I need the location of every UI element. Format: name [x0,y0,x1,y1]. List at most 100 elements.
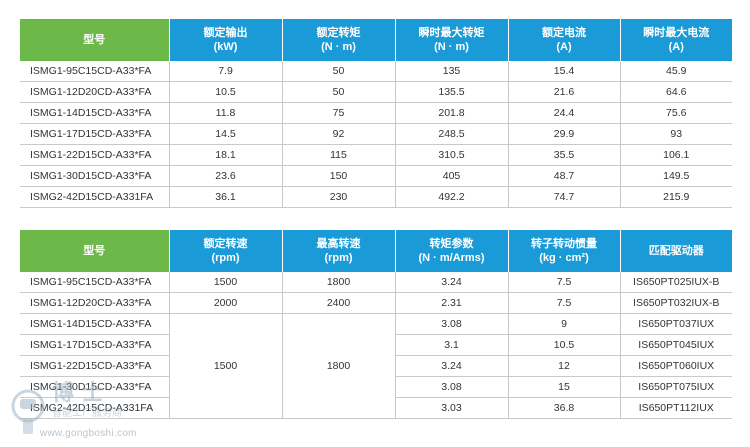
cell-rated-output: 7.9 [169,61,283,82]
table-row: ISMG1-14D15CD-A33*FA 11.8 75 201.8 24.4 … [20,102,732,124]
cell-model: ISMG1-22D15CD-A33*FA [20,355,170,377]
cell-matching-drive: IS650PT032IUX-B [620,292,732,314]
cell-rated-current: 29.9 [508,123,621,145]
cell-rated-current: 15.4 [508,61,621,82]
cell-peak-current: 64.6 [620,81,732,103]
cell-max-speed-merged: 1800 [282,313,396,419]
table-row: ISMG1-30D15CD-A33*FA 23.6 150 405 48.7 1… [20,165,732,187]
header-rated-current: 额定电流 (A) [508,19,621,61]
cell-rated-current: 35.5 [508,144,621,166]
cell-model: ISMG1-12D20CD-A33*FA [20,292,170,314]
cell-rotor-inertia: 15 [508,376,621,398]
cell-max-speed: 2400 [282,292,396,314]
table-row: ISMG2-42D15CD-A331FA 36.1 230 492.2 74.7… [20,186,732,208]
cell-rotor-inertia: 7.5 [508,292,621,314]
header-matching-drive: 匹配驱动器 [620,230,732,272]
cell-model: ISMG2-42D15CD-A331FA [20,186,170,208]
table-row: ISMG1-95C15CD-A33*FA 1500 1800 3.24 7.5 … [20,272,732,293]
table-row: ISMG1-95C15CD-A33*FA 7.9 50 135 15.4 45.… [20,61,732,82]
cell-peak-current: 215.9 [620,186,732,208]
cell-peak-torque: 492.2 [395,186,509,208]
cell-peak-torque: 405 [395,165,509,187]
mechanical-spec-table: 型号 额定转速 (rpm) 最高转速 (rpm) 转矩参数 (N · m/Arms) … [20,230,732,419]
cell-peak-current: 75.6 [620,102,732,124]
cell-torque-param: 3.03 [395,397,509,419]
header-model: 型号 [20,19,170,61]
cell-max-speed: 1800 [282,272,396,293]
header-model: 型号 [20,230,170,272]
cell-model: ISMG1-95C15CD-A33*FA [20,272,170,293]
electrical-spec-header-row: 型号 额定输出 (kW) 额定转矩 (N · m) 瞬时最大转矩 (N · m) 额定… [20,19,732,61]
cell-peak-current: 149.5 [620,165,732,187]
cell-torque-param: 3.08 [395,313,509,335]
table-row: ISMG1-12D20CD-A33*FA 2000 2400 2.31 7.5 … [20,292,732,314]
cell-peak-torque: 201.8 [395,102,509,124]
cell-model: ISMG1-30D15CD-A33*FA [20,376,170,398]
header-torque-param: 转矩参数 (N · m/Arms) [395,230,509,272]
cell-rated-speed-merged: 1500 [169,313,283,419]
table-row: ISMG1-22D15CD-A33*FA 3.24 12 IS650PT060I… [20,355,732,377]
cell-matching-drive: IS650PT075IUX [620,376,732,398]
cell-matching-drive: IS650PT112IUX [620,397,732,419]
cell-rated-output: 23.6 [169,165,283,187]
cell-rotor-inertia: 36.8 [508,397,621,419]
cell-peak-current: 45.9 [620,61,732,82]
header-max-speed: 最高转速 (rpm) [282,230,396,272]
cell-rated-torque: 75 [282,102,396,124]
cell-rated-current: 21.6 [508,81,621,103]
cell-rated-torque: 230 [282,186,396,208]
cell-torque-param: 3.1 [395,334,509,356]
cell-model: ISMG1-14D15CD-A33*FA [20,102,170,124]
cell-rated-torque: 150 [282,165,396,187]
cell-rated-torque: 50 [282,81,396,103]
cell-torque-param: 3.08 [395,376,509,398]
cell-model: ISMG1-12D20CD-A33*FA [20,81,170,103]
cell-peak-torque: 310.5 [395,144,509,166]
header-peak-torque: 瞬时最大转矩 (N · m) [395,19,509,61]
cell-model: ISMG1-30D15CD-A33*FA [20,165,170,187]
cell-model: ISMG2-42D15CD-A331FA [20,397,170,419]
cell-model: ISMG1-22D15CD-A33*FA [20,144,170,166]
cell-model: ISMG1-95C15CD-A33*FA [20,61,170,82]
cell-rated-speed: 2000 [169,292,283,314]
cell-peak-current: 106.1 [620,144,732,166]
cell-peak-torque: 135 [395,61,509,82]
header-peak-current: 瞬时最大电流 (A) [620,19,732,61]
header-rated-output: 额定输出 (kW) [169,19,283,61]
cell-rated-output: 14.5 [169,123,283,145]
cell-matching-drive: IS650PT025IUX-B [620,272,732,293]
cell-peak-current: 93 [620,123,732,145]
table-row: ISMG1-17D15CD-A33*FA 3.1 10.5 IS650PT045… [20,334,732,356]
cell-matching-drive: IS650PT037IUX [620,313,732,335]
cell-peak-torque: 248.5 [395,123,509,145]
header-rotor-inertia: 转子转动惯量 (kg · cm²) [508,230,621,272]
mechanical-spec-header-row: 型号 额定转速 (rpm) 最高转速 (rpm) 转矩参数 (N · m/Arms) … [20,230,732,272]
cell-model: ISMG1-17D15CD-A33*FA [20,123,170,145]
cell-rotor-inertia: 7.5 [508,272,621,293]
table-row: ISMG1-30D15CD-A33*FA 3.08 15 IS650PT075I… [20,376,732,398]
cell-model: ISMG1-14D15CD-A33*FA [20,313,170,335]
cell-rated-output: 10.5 [169,81,283,103]
cell-torque-param: 3.24 [395,355,509,377]
cell-rotor-inertia: 12 [508,355,621,377]
cell-rated-torque: 92 [282,123,396,145]
table-row: ISMG2-42D15CD-A331FA 3.03 36.8 IS650PT11… [20,397,732,419]
cell-rated-output: 18.1 [169,144,283,166]
cell-rated-output: 11.8 [169,102,283,124]
watermark-url: www.gongboshi.com [40,428,137,439]
cell-matching-drive: IS650PT045IUX [620,334,732,356]
cell-rated-torque: 50 [282,61,396,82]
table-row: ISMG1-12D20CD-A33*FA 10.5 50 135.5 21.6 … [20,81,732,103]
header-rated-torque: 额定转矩 (N · m) [282,19,396,61]
cell-rotor-inertia: 9 [508,313,621,335]
cell-rotor-inertia: 10.5 [508,334,621,356]
cell-rated-current: 74.7 [508,186,621,208]
cell-model: ISMG1-17D15CD-A33*FA [20,334,170,356]
cell-peak-torque: 135.5 [395,81,509,103]
cell-rated-current: 24.4 [508,102,621,124]
cell-matching-drive: IS650PT060IUX [620,355,732,377]
cell-rated-torque: 115 [282,144,396,166]
table-row: ISMG1-14D15CD-A33*FA 1500 1800 3.08 9 IS… [20,313,732,419]
cell-rated-current: 48.7 [508,165,621,187]
